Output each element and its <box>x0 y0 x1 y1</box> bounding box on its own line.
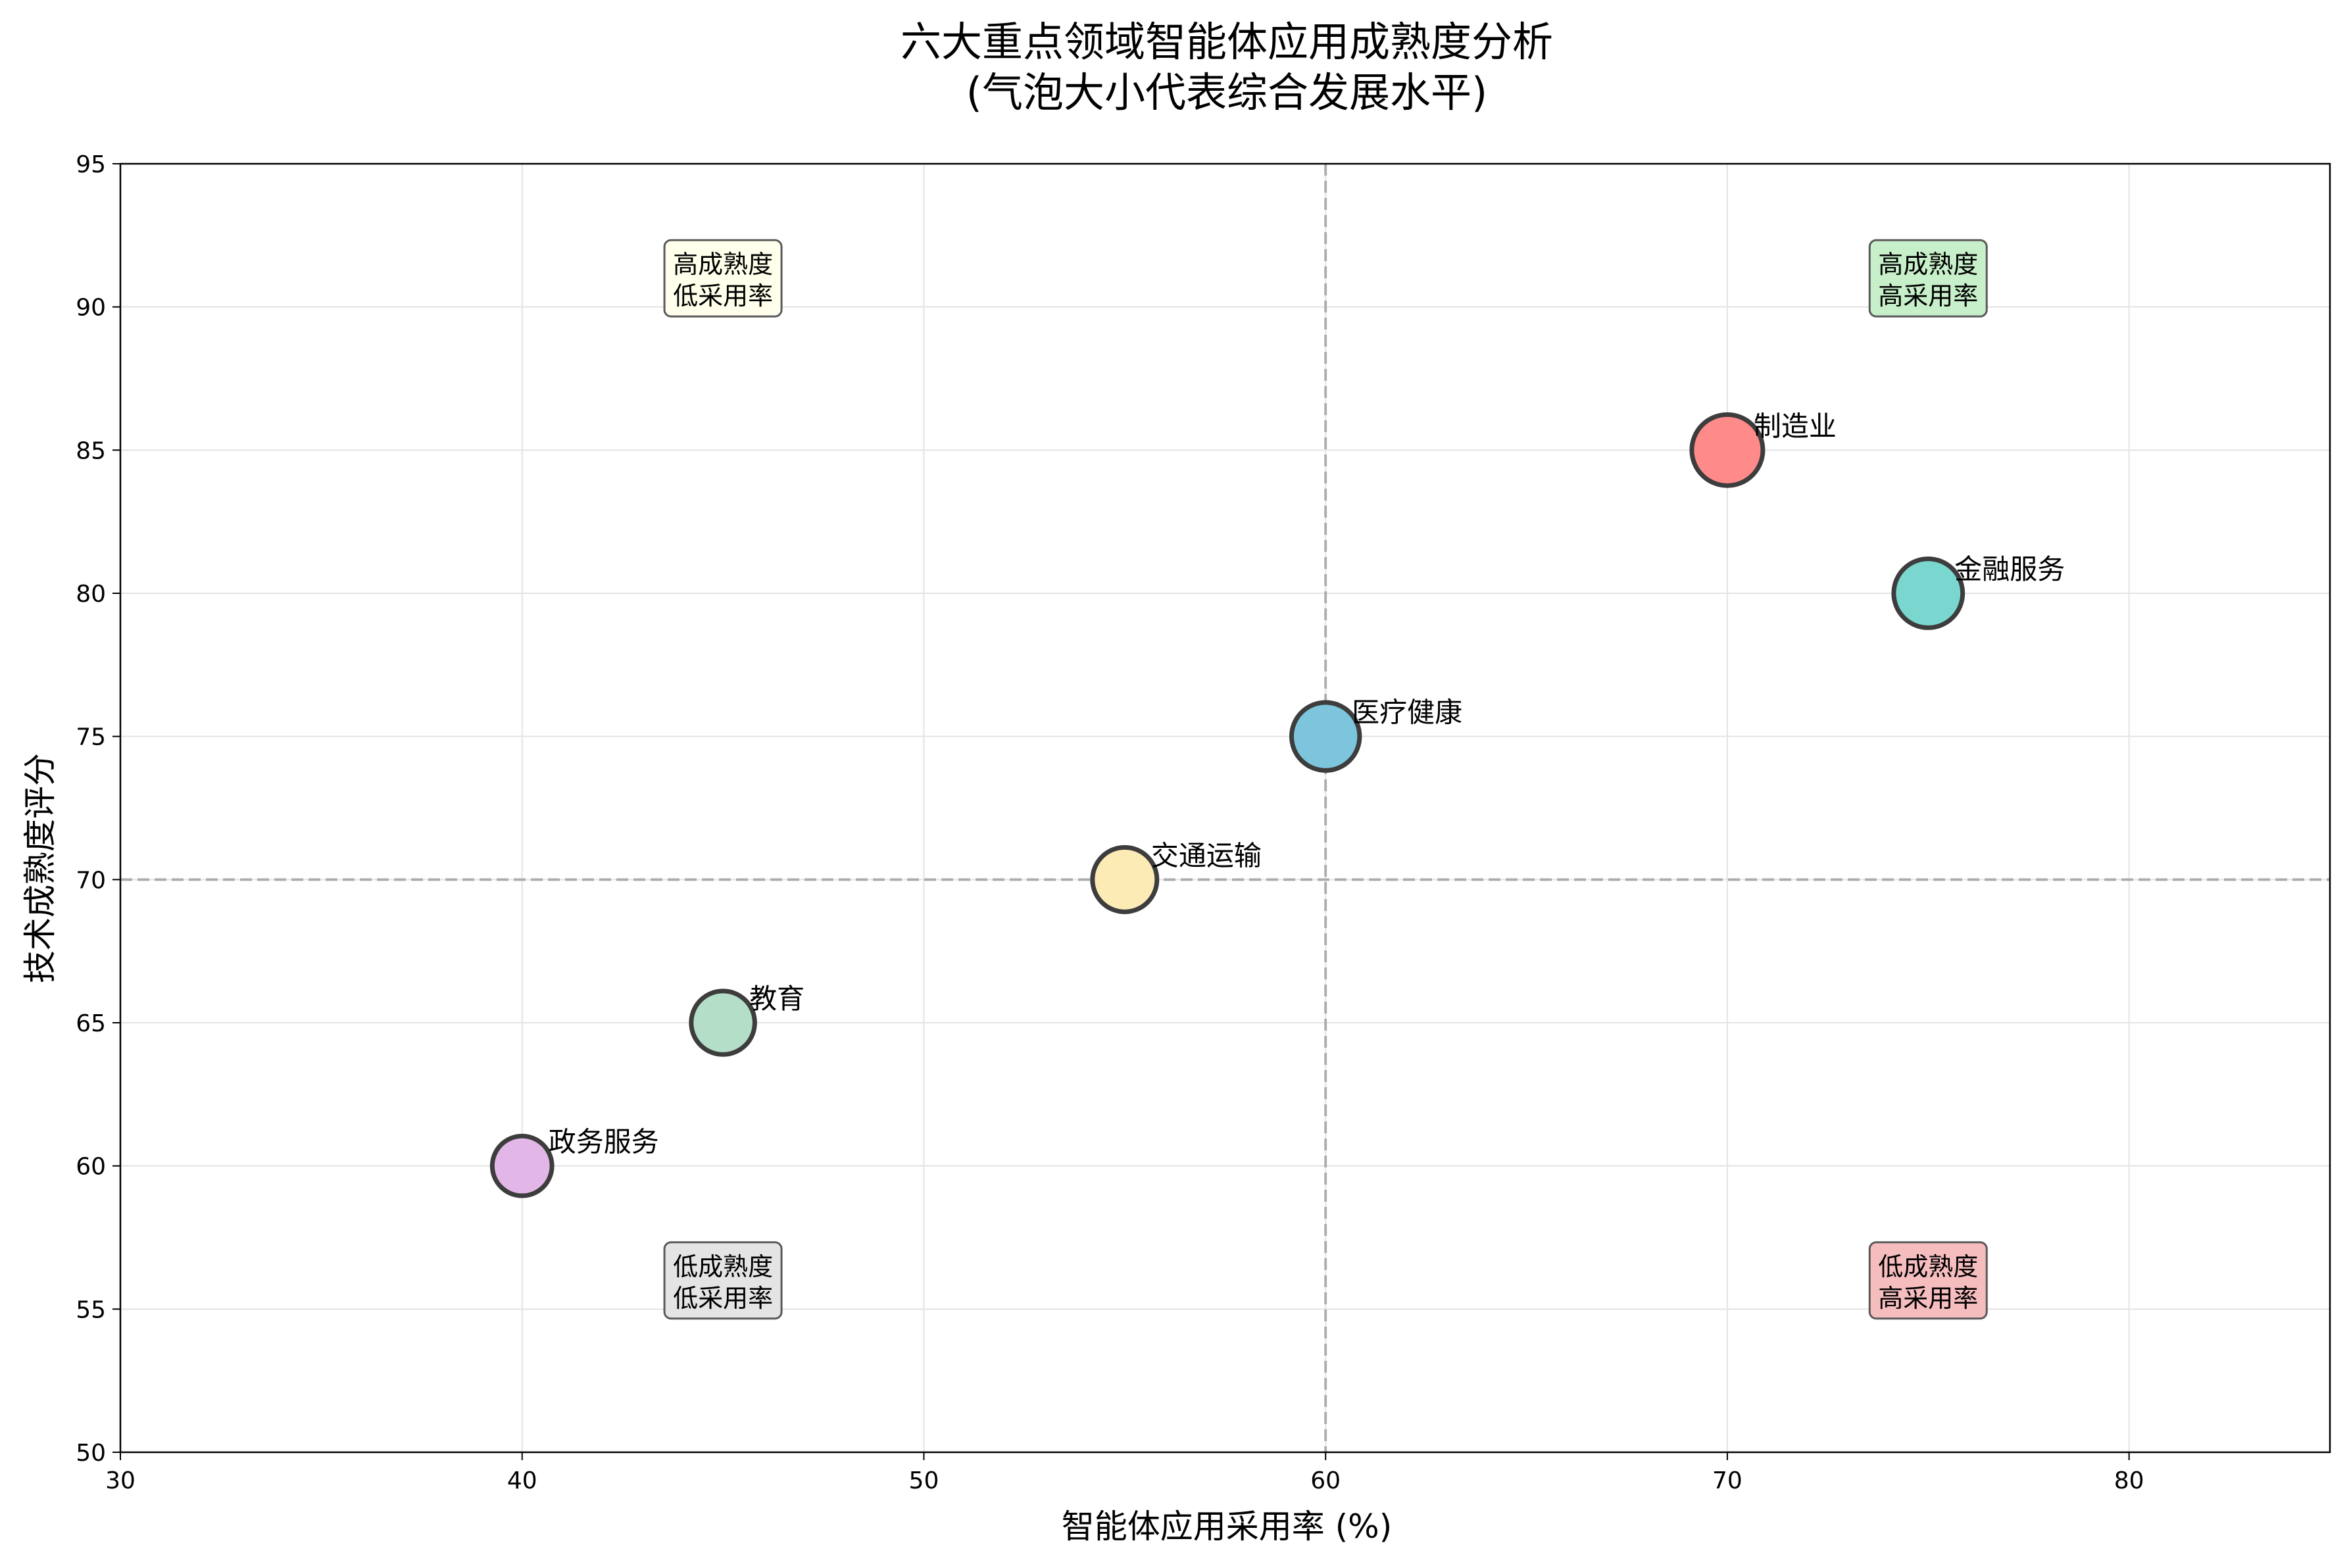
y-tick-label: 60 <box>76 1154 106 1181</box>
x-tick-label: 40 <box>507 1467 537 1494</box>
quadrant-label-line2: 高采用率 <box>1878 1284 1978 1313</box>
bubble-point: 医疗健康 <box>1289 697 1462 773</box>
bubble-label: 政务服务 <box>549 1126 659 1158</box>
chart-subtitle: (气泡大小代表综合发展水平) <box>966 68 1487 116</box>
x-axis-label: 智能体应用采用率 (%) <box>1062 1507 1392 1546</box>
bubble <box>1689 412 1766 488</box>
y-tick-label: 50 <box>76 1440 106 1467</box>
x-tick-label: 30 <box>105 1467 136 1494</box>
bubble-label: 交通运输 <box>1151 839 1262 871</box>
y-tick-label: 80 <box>76 581 106 608</box>
quadrant-label-line1: 高成熟度 <box>673 250 773 279</box>
y-tick-label: 75 <box>76 724 106 751</box>
quadrant-label-box <box>663 239 783 318</box>
quadrant-label-line1: 低成熟度 <box>673 1252 773 1281</box>
bubble <box>1891 556 1966 630</box>
bubble-label: 教育 <box>749 983 804 1015</box>
bubble-point: 制造业 <box>1689 410 1837 488</box>
reference-lines <box>120 164 2330 1452</box>
x-tick-label: 60 <box>1310 1467 1341 1494</box>
y-axis-label: 技术成熟度评分 <box>21 753 59 983</box>
grid-layer <box>120 163 2330 1453</box>
bubble <box>1289 700 1362 773</box>
chart-title: 六大重点领域智能体应用成熟度分析 <box>901 18 1553 66</box>
quadrant-label-box <box>1868 239 1988 318</box>
bubble-point: 政务服务 <box>489 1126 659 1198</box>
quadrant-label-box <box>663 1241 783 1320</box>
bubble-label: 医疗健康 <box>1352 697 1462 729</box>
quadrant-label-box <box>1868 1241 1988 1320</box>
y-tick-label: 90 <box>76 295 106 322</box>
y-tick-label: 85 <box>76 437 106 464</box>
bubble-point: 教育 <box>689 983 804 1057</box>
x-tick-label: 70 <box>1712 1467 1743 1494</box>
x-tick-label: 80 <box>2114 1467 2144 1494</box>
bubble-label: 制造业 <box>1754 410 1837 442</box>
quadrant-label-line2: 高采用率 <box>1878 282 1978 310</box>
plot-frame <box>119 162 2331 1454</box>
y-tick-label: 55 <box>76 1296 106 1323</box>
quadrant-label-line1: 低成熟度 <box>1878 1252 1978 1281</box>
y-tick-label: 65 <box>76 1010 106 1037</box>
bubble-point: 金融服务 <box>1891 553 2065 630</box>
bubble-point: 交通运输 <box>1090 839 1262 914</box>
bubble-label: 金融服务 <box>1954 553 2065 585</box>
y-tick-label: 70 <box>76 867 106 894</box>
axis-ticks: 30 40 50 60 70 80 50 55 60 65 70 75 80 85 90 95 <box>76 151 2144 1494</box>
quadrant-label-line2: 低采用率 <box>673 1284 773 1313</box>
y-tick-label: 95 <box>76 151 106 178</box>
bubble <box>1090 845 1160 914</box>
bubble <box>689 989 757 1057</box>
quadrant-label-line2: 低采用率 <box>673 282 773 310</box>
bubble <box>489 1133 555 1198</box>
quadrant-label-line1: 高成熟度 <box>1878 250 1978 279</box>
x-tick-label: 50 <box>909 1467 939 1494</box>
